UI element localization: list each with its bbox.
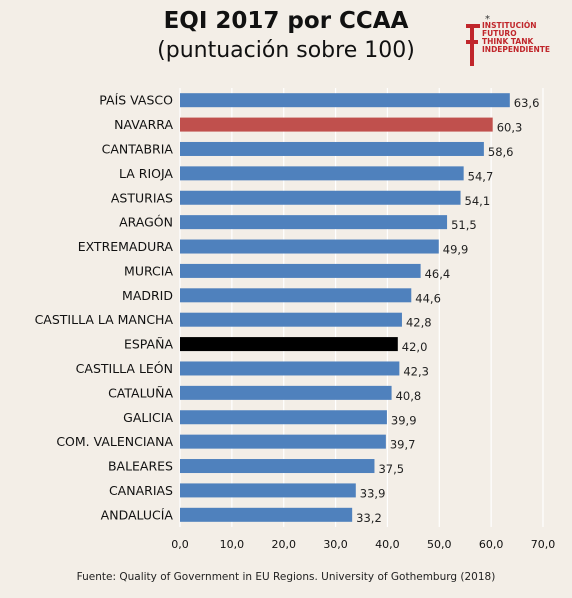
category-label: CANARIAS xyxy=(109,483,173,498)
logo-line-1: INSTITUCIÓN xyxy=(482,21,537,30)
source-note: Fuente: Quality of Government in EU Regi… xyxy=(76,571,496,583)
category-label: BALEARES xyxy=(108,459,173,474)
bar xyxy=(180,93,510,108)
value-label: 54,1 xyxy=(465,194,491,208)
x-tick-label: 70,0 xyxy=(531,538,556,551)
value-label: 54,7 xyxy=(468,169,494,183)
chart-subtitle: (puntuación sobre 100) xyxy=(157,38,415,63)
logo-text: INSTITUCIÓN FUTURO THINK TANK INDEPENDIE… xyxy=(482,22,550,54)
institucion-futuro-logo-icon: * xyxy=(466,14,490,66)
bar xyxy=(180,117,493,132)
bar xyxy=(180,141,484,156)
bar xyxy=(180,288,412,303)
x-tick-label: 50,0 xyxy=(427,538,452,551)
value-label: 37,5 xyxy=(378,462,404,476)
bar xyxy=(180,385,392,400)
bar xyxy=(180,483,356,498)
category-label: CANTABRIA xyxy=(102,141,174,156)
category-label: GALICIA xyxy=(123,410,173,425)
category-label: ASTURIAS xyxy=(111,190,173,205)
category-label: ANDALUCÍA xyxy=(101,507,174,522)
category-label: CASTILLA LEÓN xyxy=(76,361,173,376)
category-label: PAÍS VASCO xyxy=(99,93,173,108)
category-label: COM. VALENCIANA xyxy=(56,434,173,449)
svg-text:*: * xyxy=(485,14,490,25)
x-tick-label: 0,0 xyxy=(171,538,189,551)
category-label: MURCIA xyxy=(124,263,173,278)
bar xyxy=(180,190,461,205)
bar xyxy=(180,263,421,278)
value-label: 63,6 xyxy=(514,96,540,110)
category-label: ARAGÓN xyxy=(119,215,173,230)
bar xyxy=(180,410,387,425)
bar xyxy=(180,434,386,449)
bar xyxy=(180,361,400,376)
x-tick-label: 20,0 xyxy=(271,538,296,551)
value-label: 46,4 xyxy=(425,267,451,281)
category-label: EXTREMADURA xyxy=(78,239,174,254)
category-label: ESPAÑA xyxy=(124,337,173,352)
value-label: 39,9 xyxy=(391,413,417,427)
value-label: 58,6 xyxy=(488,145,514,159)
value-label: 33,2 xyxy=(356,511,382,525)
category-label: NAVARRA xyxy=(114,117,173,132)
value-label: 42,8 xyxy=(406,316,432,330)
logo-line-4: INDEPENDIENTE xyxy=(482,45,550,54)
bar xyxy=(180,507,353,522)
logo-line-3: THINK TANK xyxy=(482,37,534,46)
x-tick-label: 60,0 xyxy=(479,538,504,551)
category-label: CASTILLA LA MANCHA xyxy=(35,312,174,327)
value-label: 39,7 xyxy=(390,438,416,452)
value-label: 44,6 xyxy=(415,291,441,305)
value-label: 49,9 xyxy=(443,243,469,257)
bar xyxy=(180,239,439,254)
category-label: CATALUÑA xyxy=(108,385,173,400)
category-label: MADRID xyxy=(122,288,173,303)
bar xyxy=(180,166,464,181)
bar xyxy=(180,215,448,230)
value-label: 60,3 xyxy=(497,121,523,135)
x-tick-label: 40,0 xyxy=(375,538,400,551)
x-tick-label: 10,0 xyxy=(220,538,245,551)
bar xyxy=(180,337,398,352)
value-label: 42,0 xyxy=(402,340,428,354)
logo-line-2: FUTURO xyxy=(482,29,517,38)
bar xyxy=(180,459,375,474)
value-label: 51,5 xyxy=(451,218,477,232)
value-label: 33,9 xyxy=(360,486,386,500)
category-label: LA RIOJA xyxy=(119,166,173,181)
bar xyxy=(180,312,402,327)
x-tick-label: 30,0 xyxy=(323,538,348,551)
value-label: 42,3 xyxy=(403,364,429,378)
chart-title: EQI 2017 por CCAA xyxy=(163,8,409,34)
value-label: 40,8 xyxy=(396,389,422,403)
